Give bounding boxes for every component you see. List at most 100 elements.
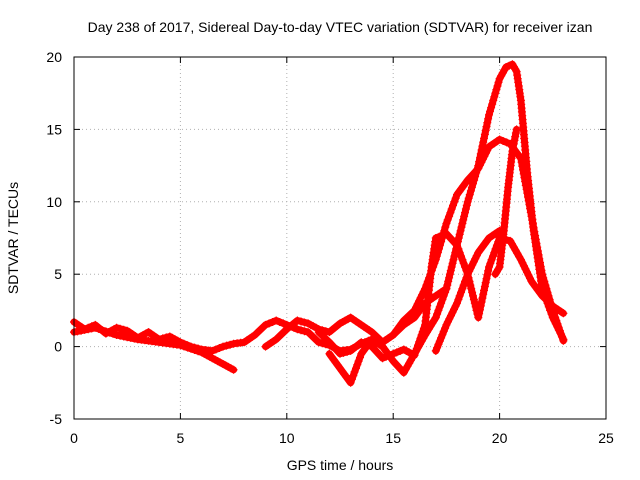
data-point-marker bbox=[492, 85, 501, 94]
data-point-marker bbox=[456, 226, 465, 235]
data-point-marker bbox=[468, 288, 477, 297]
data-point-marker bbox=[410, 351, 419, 360]
data-point-marker bbox=[354, 357, 363, 366]
data-point-marker bbox=[477, 146, 486, 154]
data-point-marker bbox=[219, 342, 227, 351]
data-point-marker bbox=[346, 378, 355, 387]
data-point-marker bbox=[447, 263, 456, 271]
data-point-marker bbox=[467, 183, 476, 192]
data-point-marker bbox=[382, 352, 391, 361]
data-point-marker bbox=[389, 349, 398, 358]
data-point-marker bbox=[119, 325, 128, 334]
data-point-marker bbox=[454, 295, 463, 304]
data-point-marker bbox=[443, 215, 452, 224]
plot-frame bbox=[73, 56, 607, 420]
data-point-marker bbox=[476, 153, 484, 162]
data-point-marker bbox=[360, 339, 369, 348]
data-point-marker bbox=[300, 318, 309, 327]
data-point-marker bbox=[487, 103, 496, 112]
data-point-marker bbox=[478, 294, 487, 303]
data-point-marker bbox=[516, 92, 525, 101]
data-point-marker bbox=[477, 298, 486, 306]
data-point-marker bbox=[352, 364, 360, 373]
data-point-marker bbox=[300, 327, 309, 336]
y-tick-label: 10 bbox=[46, 194, 62, 210]
data-point-marker bbox=[431, 234, 440, 242]
data-point-marker bbox=[293, 325, 302, 334]
data-point-marker bbox=[472, 168, 481, 177]
data-point-marker bbox=[480, 282, 489, 291]
data-point-marker bbox=[265, 319, 274, 328]
data-point-marker bbox=[116, 324, 125, 333]
data-point-marker bbox=[490, 92, 499, 101]
data-point-marker bbox=[435, 337, 444, 346]
data-point-marker bbox=[434, 306, 443, 315]
series-group bbox=[70, 60, 568, 387]
data-point-marker bbox=[392, 348, 401, 357]
data-point-marker bbox=[484, 266, 493, 275]
data-point-marker bbox=[416, 334, 425, 343]
data-point-marker bbox=[411, 347, 420, 356]
data-point-marker bbox=[447, 205, 456, 213]
data-point-marker bbox=[533, 253, 542, 262]
data-point-marker bbox=[415, 337, 424, 346]
x-tick-label: 0 bbox=[70, 430, 78, 446]
data-point-marker bbox=[512, 125, 521, 134]
data-point-marker bbox=[511, 129, 520, 137]
data-point-marker bbox=[116, 331, 125, 340]
data-point-marker bbox=[431, 313, 440, 322]
data-point-marker bbox=[559, 335, 568, 344]
data-point-marker bbox=[455, 291, 464, 300]
data-point-marker bbox=[419, 324, 428, 333]
data-point-marker bbox=[481, 126, 490, 135]
data-point-marker bbox=[484, 114, 493, 123]
y-axis-label: SDTVAR / TECUs bbox=[5, 182, 21, 294]
data-point-marker bbox=[471, 172, 480, 181]
data-point-marker bbox=[466, 186, 475, 195]
data-point-marker bbox=[446, 208, 455, 217]
data-point-marker bbox=[485, 110, 493, 119]
data-point-marker bbox=[461, 205, 470, 213]
data-point-marker bbox=[343, 347, 352, 356]
data-point-marker bbox=[412, 344, 421, 353]
x-tick-label: 5 bbox=[177, 430, 185, 446]
data-point-marker bbox=[119, 332, 128, 341]
data-point-marker bbox=[442, 219, 451, 228]
data-point-marker bbox=[453, 241, 461, 250]
y-tick-label: -5 bbox=[50, 411, 63, 427]
data-point-marker bbox=[80, 325, 89, 334]
data-point-marker bbox=[222, 341, 231, 350]
data-point-marker bbox=[455, 248, 464, 257]
data-point-marker bbox=[261, 320, 270, 329]
data-point-marker bbox=[458, 219, 467, 228]
data-point-marker bbox=[279, 319, 288, 328]
data-point-marker bbox=[229, 365, 238, 374]
data-point-marker bbox=[348, 375, 356, 384]
data-point-marker bbox=[272, 316, 281, 325]
data-point-marker bbox=[297, 317, 305, 326]
data-point-marker bbox=[378, 354, 387, 363]
data-point-marker bbox=[488, 100, 497, 109]
data-point-marker bbox=[445, 212, 454, 221]
data-point-marker bbox=[483, 270, 492, 279]
data-point-marker bbox=[461, 277, 469, 286]
data-point-marker bbox=[448, 259, 457, 268]
data-point-marker bbox=[474, 313, 483, 322]
data-point-marker bbox=[314, 338, 323, 347]
data-point-marker bbox=[457, 223, 466, 232]
data-point-marker bbox=[321, 327, 330, 336]
data-point-marker bbox=[482, 274, 491, 283]
data-point-marker bbox=[479, 138, 488, 147]
data-point-marker bbox=[508, 147, 517, 156]
data-point-marker bbox=[445, 273, 454, 282]
data-point-marker bbox=[465, 190, 474, 199]
data-point-marker bbox=[547, 310, 556, 318]
data-point-marker bbox=[73, 327, 82, 336]
data-point-marker bbox=[485, 263, 493, 271]
data-point-marker bbox=[471, 302, 480, 311]
data-point-marker bbox=[353, 360, 362, 369]
data-point-marker bbox=[385, 351, 394, 360]
data-point-marker bbox=[491, 89, 500, 98]
data-point-marker bbox=[442, 284, 451, 293]
data-point-marker bbox=[445, 270, 454, 279]
